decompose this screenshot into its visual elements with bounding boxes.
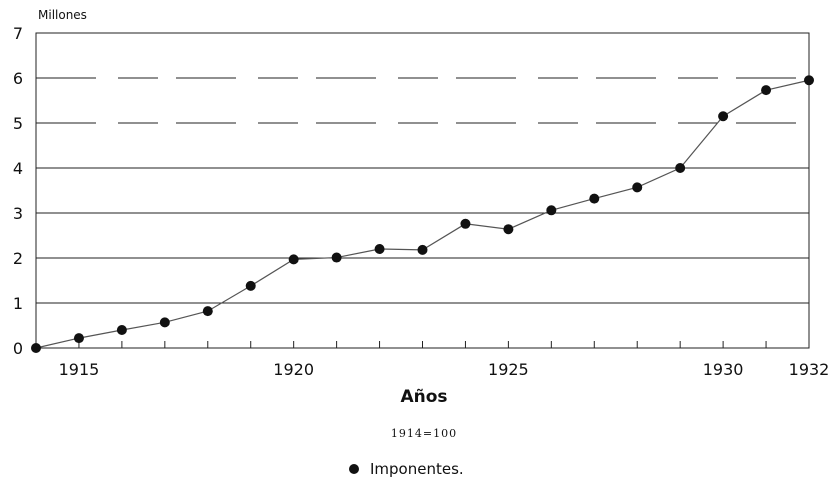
data-point xyxy=(546,205,557,216)
data-point xyxy=(31,343,41,353)
data-point xyxy=(718,111,729,122)
plot-area: 0 1 2 3 4 5 6 7 1915 1920 1925 1930 1932 xyxy=(13,24,829,379)
y-tick-label: 5 xyxy=(13,114,23,133)
y-tick-label: 2 xyxy=(13,249,23,268)
data-point xyxy=(804,75,814,86)
data-point xyxy=(503,224,514,235)
data-point xyxy=(73,333,84,344)
data-point xyxy=(202,306,213,317)
series-line xyxy=(35,79,810,349)
note-text: 1914=100 xyxy=(391,427,457,440)
legend-marker xyxy=(349,464,359,474)
data-point xyxy=(589,193,600,204)
x-axis-label: Años xyxy=(400,387,447,407)
y-tick-label: 4 xyxy=(13,159,23,178)
legend: Imponentes. xyxy=(349,460,464,478)
y-tick-label: 1 xyxy=(13,294,23,313)
x-tick-label: 1920 xyxy=(273,360,314,379)
data-point xyxy=(632,182,643,193)
y-unit-label: Millones xyxy=(38,8,87,22)
y-tick-label: 0 xyxy=(13,339,23,358)
x-tick-label: 1925 xyxy=(488,360,529,379)
data-point xyxy=(417,244,428,255)
plot-frame xyxy=(35,32,810,349)
data-point xyxy=(159,317,170,328)
data-point xyxy=(761,85,772,96)
data-point xyxy=(116,325,127,335)
data-point xyxy=(460,218,471,229)
data-point xyxy=(245,280,256,291)
x-tick-label: 1915 xyxy=(59,360,100,379)
legend-label: Imponentes. xyxy=(370,460,464,478)
x-tick-label: 1932 xyxy=(789,360,830,379)
data-point xyxy=(288,254,299,265)
y-tick-label: 3 xyxy=(13,204,23,223)
x-tick-label: 1930 xyxy=(703,360,744,379)
data-point xyxy=(374,244,385,254)
y-tick-label: 7 xyxy=(13,24,23,43)
data-point xyxy=(331,252,342,263)
y-tick-label: 6 xyxy=(13,69,23,88)
data-point xyxy=(675,163,686,173)
